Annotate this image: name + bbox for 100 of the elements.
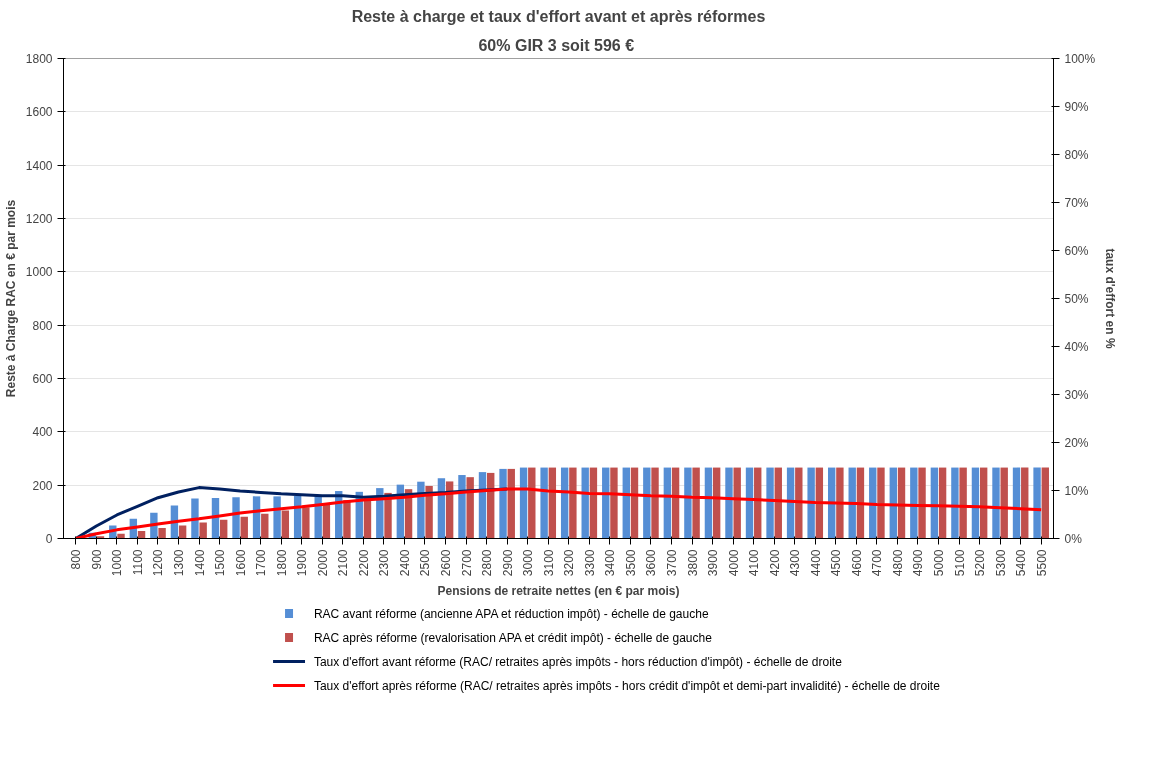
- bar: [610, 467, 618, 539]
- bar: [1021, 467, 1029, 539]
- y2-tick-label: 40%: [1064, 339, 1089, 354]
- x-tick-label: 2300: [377, 549, 392, 577]
- bar: [836, 467, 844, 539]
- y-tick-label: 800: [32, 318, 53, 333]
- x-tick-label: 4700: [870, 549, 885, 577]
- bar: [815, 467, 824, 539]
- x-tick-label: 1500: [213, 549, 228, 577]
- bar: [971, 467, 980, 539]
- x-tick-label: 3600: [644, 549, 659, 577]
- bar: [663, 467, 672, 539]
- chart-subtitle: 60% GIR 3 soit 596 €: [478, 36, 635, 54]
- x-tick-label: 2600: [439, 549, 454, 577]
- bar: [302, 507, 310, 539]
- bar: [199, 522, 207, 539]
- bar: [158, 528, 166, 539]
- legend-label: RAC après réforme (revalorisation APA et crédit impôt) - échelle de gauche: [313, 630, 713, 645]
- bar: [548, 467, 557, 539]
- x-tick-label: 5500: [1034, 549, 1049, 577]
- x-tick-label: 3100: [541, 549, 556, 577]
- x-tick-label: 1600: [233, 549, 248, 577]
- bar: [322, 504, 331, 539]
- bar: [117, 533, 125, 539]
- x-tick-label: 5400: [1014, 549, 1029, 577]
- x-tick-label: 1100: [130, 549, 145, 576]
- bar: [499, 468, 507, 539]
- y2-tick-label: 50%: [1064, 291, 1089, 306]
- y-axis-title: Reste à Charge RAC en € par mois: [3, 199, 18, 398]
- x-tick-label: 4300: [788, 549, 803, 577]
- bar: [651, 467, 659, 539]
- y-tick-label: 1800: [25, 52, 53, 66]
- y2-tick-label: 100%: [1064, 51, 1096, 66]
- bar: [774, 467, 782, 539]
- x-tick-label: 1900: [295, 549, 310, 577]
- bar: [425, 485, 433, 539]
- x-tick-label: 4400: [808, 549, 823, 577]
- x-tick-label: 5300: [993, 549, 1008, 577]
- y2-tick-label: 60%: [1064, 243, 1089, 258]
- bar: [725, 467, 733, 539]
- x-tick-label: 1000: [110, 549, 125, 577]
- bar: [795, 467, 803, 539]
- x-tick-label: 4600: [849, 549, 864, 577]
- x-tick-label: 2000: [315, 549, 330, 577]
- x-tick-label: 3000: [521, 549, 536, 577]
- bar: [314, 495, 322, 539]
- bar: [918, 467, 926, 539]
- bar: [630, 467, 639, 539]
- bar: [979, 467, 988, 539]
- bar: [733, 467, 741, 539]
- x-tick-label: 2500: [418, 549, 433, 577]
- x-axis-title: Pensions de retraite nettes (en € par mois): [437, 584, 680, 599]
- bar: [478, 472, 487, 539]
- x-tick-label: 2100: [336, 549, 351, 577]
- bar: [938, 467, 947, 539]
- bar: [466, 477, 474, 539]
- bar: [712, 467, 721, 539]
- y2-tick-label: 30%: [1064, 387, 1089, 402]
- bar: [877, 467, 885, 539]
- bar: [560, 467, 569, 539]
- x-tick-label: 3400: [603, 549, 618, 577]
- x-tick-label: 2200: [356, 549, 371, 577]
- x-tick-label: 900: [89, 549, 104, 570]
- y2-tick-label: 80%: [1064, 147, 1089, 162]
- legend-label: Taux d'effort après réforme (RAC/ retraites après impôts - hors crédit d'impôt et demi-part invalidité) - échelle de droite: [313, 678, 941, 693]
- bar: [684, 467, 692, 539]
- x-tick-label: 4100: [747, 549, 762, 577]
- bar: [261, 513, 269, 539]
- bar: [622, 467, 630, 539]
- y2-tick-label: 10%: [1064, 483, 1089, 498]
- bar: [704, 467, 713, 539]
- bar: [1041, 467, 1049, 539]
- bar: [232, 497, 240, 539]
- x-tick-label: 4800: [890, 549, 905, 577]
- y-tick-label: 1400: [25, 158, 53, 173]
- x-tick-label: 4500: [829, 549, 844, 577]
- x-tick-label: 2900: [500, 549, 515, 577]
- x-tick-label: 4200: [767, 549, 782, 577]
- y-tick-label: 1000: [25, 265, 53, 280]
- bar: [602, 467, 610, 539]
- bar: [754, 467, 762, 539]
- bar: [897, 467, 906, 539]
- bar: [417, 481, 425, 539]
- bar: [569, 467, 577, 539]
- x-tick-label: 3500: [623, 549, 638, 577]
- y2-tick-label: 20%: [1064, 435, 1089, 450]
- x-tick-label: 1700: [254, 549, 269, 577]
- x-tick-label: 3700: [664, 549, 679, 577]
- bar: [889, 467, 897, 539]
- x-tick-label: 5000: [931, 549, 946, 577]
- x-tick-label: 5100: [952, 549, 967, 577]
- bar: [191, 498, 199, 539]
- bar: [951, 467, 959, 539]
- x-tick-label: 2800: [480, 549, 495, 577]
- bar: [273, 496, 281, 539]
- bar: [1033, 467, 1041, 539]
- bar: [528, 467, 536, 539]
- bar: [178, 525, 187, 539]
- bar: [745, 467, 754, 539]
- x-tick-label: 3200: [562, 549, 577, 577]
